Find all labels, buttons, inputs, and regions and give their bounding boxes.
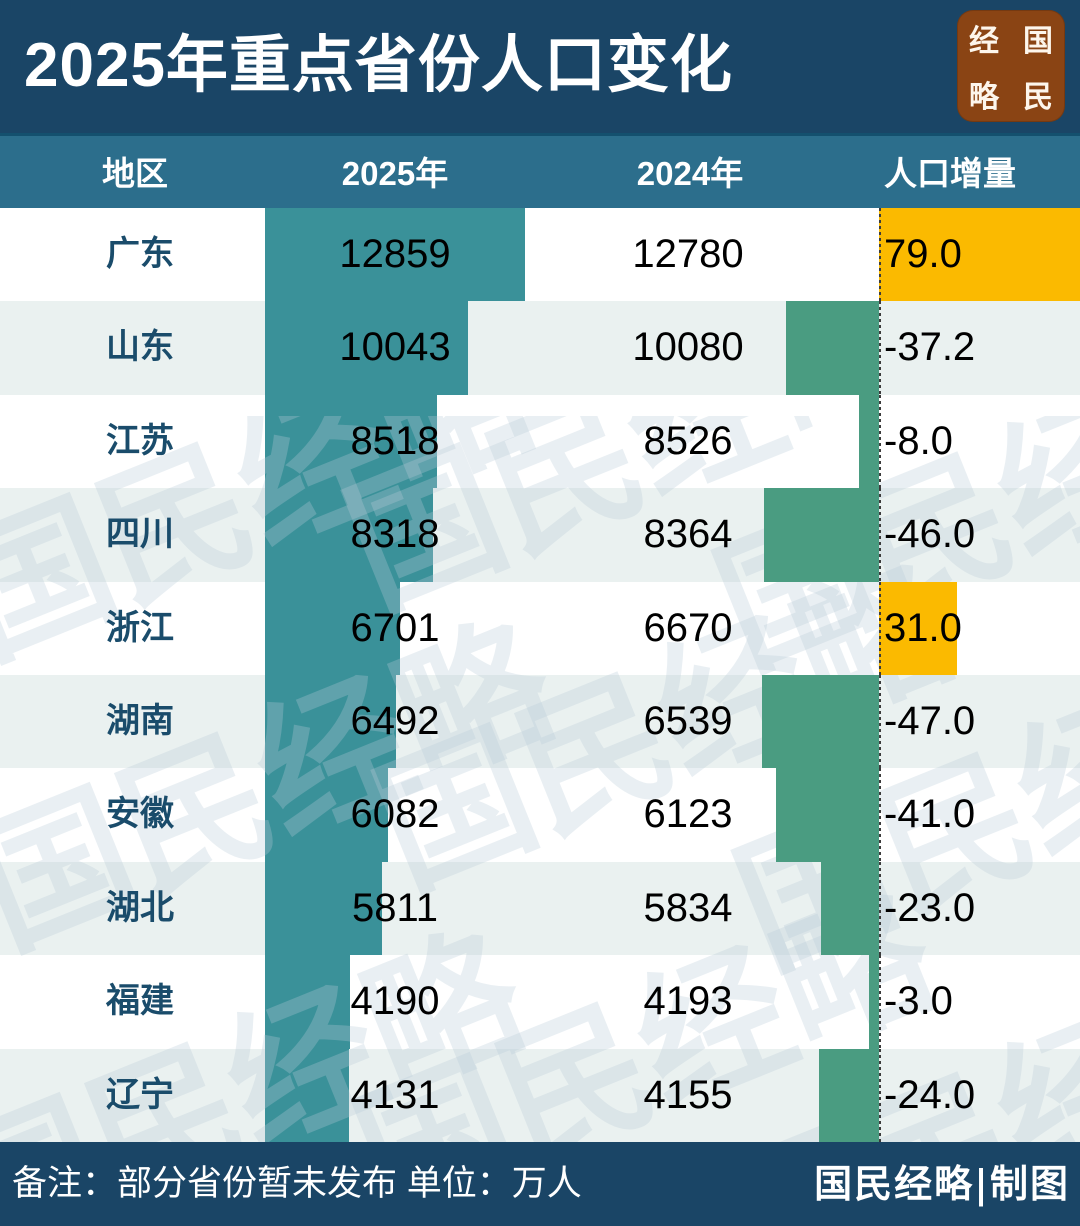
table-row: 广东 12859 12780 79.0	[0, 208, 1080, 302]
cell-province: 江苏	[106, 421, 174, 460]
cell-population-2024: 10080	[632, 325, 744, 370]
cell-province: 安徽	[106, 795, 174, 834]
delta-bar-negative	[821, 861, 879, 956]
brand-logo: 经 国 略 民	[957, 10, 1065, 122]
cell-population-2024: 4155	[643, 1072, 733, 1117]
table-row: 江苏 8518 8526 -8.0	[0, 394, 1080, 489]
cell-population-2025: 10043	[339, 325, 451, 370]
table-row: 湖北 5811 5834 -23.0	[0, 861, 1080, 956]
cell-province: 湖南	[106, 701, 174, 740]
title-bar: 2025年重点省份人口变化 经 国 略 民	[0, 0, 1080, 133]
cell-province: 浙江	[106, 608, 174, 647]
cell-province: 广东	[106, 235, 174, 273]
column-header-2024: 2024年	[636, 155, 744, 192]
cell-population-2025: 8318	[350, 512, 440, 557]
bar-2025	[265, 208, 525, 302]
cell-population-2024: 8364	[643, 512, 733, 557]
logo-char-3: 略	[969, 80, 999, 115]
footer-note: 备注：部分省份暂未发布 单位：万人	[12, 1164, 582, 1203]
cell-population-2025: 6082	[350, 792, 440, 837]
delta-bar-negative	[776, 768, 879, 862]
table-row: 湖南 6492 6539 -47.0	[0, 674, 1080, 769]
zero-axis-line	[879, 301, 881, 395]
cell-population-2024: 5834	[643, 885, 733, 930]
cell-population-growth: -23.0	[884, 885, 976, 930]
cell-population-growth: 79.0	[884, 232, 962, 276]
zero-axis-line	[879, 768, 881, 862]
column-header-growth: 人口增量	[884, 155, 1016, 192]
cell-province: 辽宁	[106, 1075, 174, 1114]
logo-char-1: 经	[969, 24, 999, 59]
cell-population-growth: -41.0	[884, 792, 976, 837]
cell-population-2024: 6539	[643, 698, 733, 743]
cell-population-2024: 6670	[643, 605, 733, 650]
bar-2025	[265, 581, 400, 675]
zero-axis-line	[879, 674, 881, 769]
zero-axis-line	[879, 955, 881, 1049]
bar-2025	[265, 861, 382, 956]
cell-population-2024: 6123	[643, 792, 733, 837]
column-header-2025: 2025年	[341, 155, 449, 192]
delta-bar-negative	[859, 394, 879, 489]
delta-bar-negative	[764, 488, 879, 582]
logo-char-4: 民	[1023, 80, 1053, 115]
logo-char-2: 国	[1023, 24, 1053, 59]
cell-population-2024: 12780	[632, 232, 744, 276]
cell-province: 山东	[106, 328, 174, 367]
zero-axis-line	[879, 394, 881, 489]
table-row: 辽宁 4131 4155 -24.0	[0, 1048, 1080, 1142]
cell-population-growth: -24.0	[884, 1072, 976, 1117]
table-row: 安徽 6082 6123 -41.0	[0, 768, 1080, 862]
delta-bar-negative	[762, 674, 879, 769]
cell-population-growth: -3.0	[884, 979, 953, 1024]
bar-2025	[265, 1048, 349, 1142]
table-body: 国民经略国民经略国民经略国民经略国民经略国民经略国民经略国民经略国民经略国民经略…	[0, 208, 1080, 1142]
zero-axis-line	[879, 1048, 881, 1142]
bar-2025	[265, 955, 350, 1049]
cell-population-2024: 8526	[643, 418, 733, 463]
page-title: 2025年重点省份人口变化	[24, 31, 733, 100]
bar-2025	[265, 674, 396, 769]
footer-brand: 国民经略|制图	[814, 1161, 1070, 1206]
cell-population-2025: 6701	[350, 605, 440, 650]
table-row: 四川 8318 8364 -46.0	[0, 488, 1080, 582]
cell-population-2025: 4131	[350, 1072, 440, 1117]
column-header-region: 地区	[102, 155, 168, 192]
zero-axis-line	[879, 861, 881, 956]
cell-population-2025: 8518	[350, 418, 440, 463]
cell-population-growth: -47.0	[884, 698, 976, 743]
cell-population-2025: 5811	[351, 885, 438, 930]
delta-bar-negative	[869, 955, 879, 1049]
bar-2025	[265, 768, 388, 862]
cell-population-2025: 6492	[350, 698, 440, 743]
cell-province: 四川	[106, 515, 174, 554]
footer-bar: 备注：部分省份暂未发布 单位：万人 国民经略|制图	[0, 1142, 1080, 1226]
cell-population-growth: -46.0	[884, 512, 976, 557]
cell-population-2025: 4190	[350, 979, 440, 1024]
delta-bar-negative	[786, 301, 879, 395]
zero-axis-line	[879, 581, 881, 675]
bar-2025	[265, 301, 468, 395]
cell-population-2024: 4193	[643, 979, 733, 1024]
bar-2025	[265, 394, 437, 489]
cell-population-2025: 12859	[339, 232, 451, 276]
table-row: 浙江 6701 6670 31.0	[0, 581, 1080, 675]
table-row: 福建 4190 4193 -3.0	[0, 955, 1080, 1049]
cell-population-growth: 31.0	[884, 605, 962, 650]
table-rows: 广东 12859 12780 79.0 山东 10043 10080 -37.2 江苏 8518 8…	[0, 208, 1080, 1142]
zero-axis-line	[879, 208, 881, 302]
cell-province: 福建	[106, 982, 174, 1021]
delta-bar-negative	[819, 1048, 879, 1142]
delta-bar-positive	[879, 208, 1080, 302]
delta-bar-positive	[879, 581, 957, 675]
zero-axis-line	[879, 488, 881, 582]
table-row: 山东 10043 10080 -37.2	[0, 301, 1080, 395]
cell-population-growth: -37.2	[884, 325, 976, 370]
bar-2025	[265, 488, 433, 582]
table-column-header: 地区 2025年 2024年 人口增量	[0, 133, 1080, 211]
cell-population-growth: -8.0	[884, 418, 953, 463]
cell-province: 湖北	[106, 888, 174, 927]
